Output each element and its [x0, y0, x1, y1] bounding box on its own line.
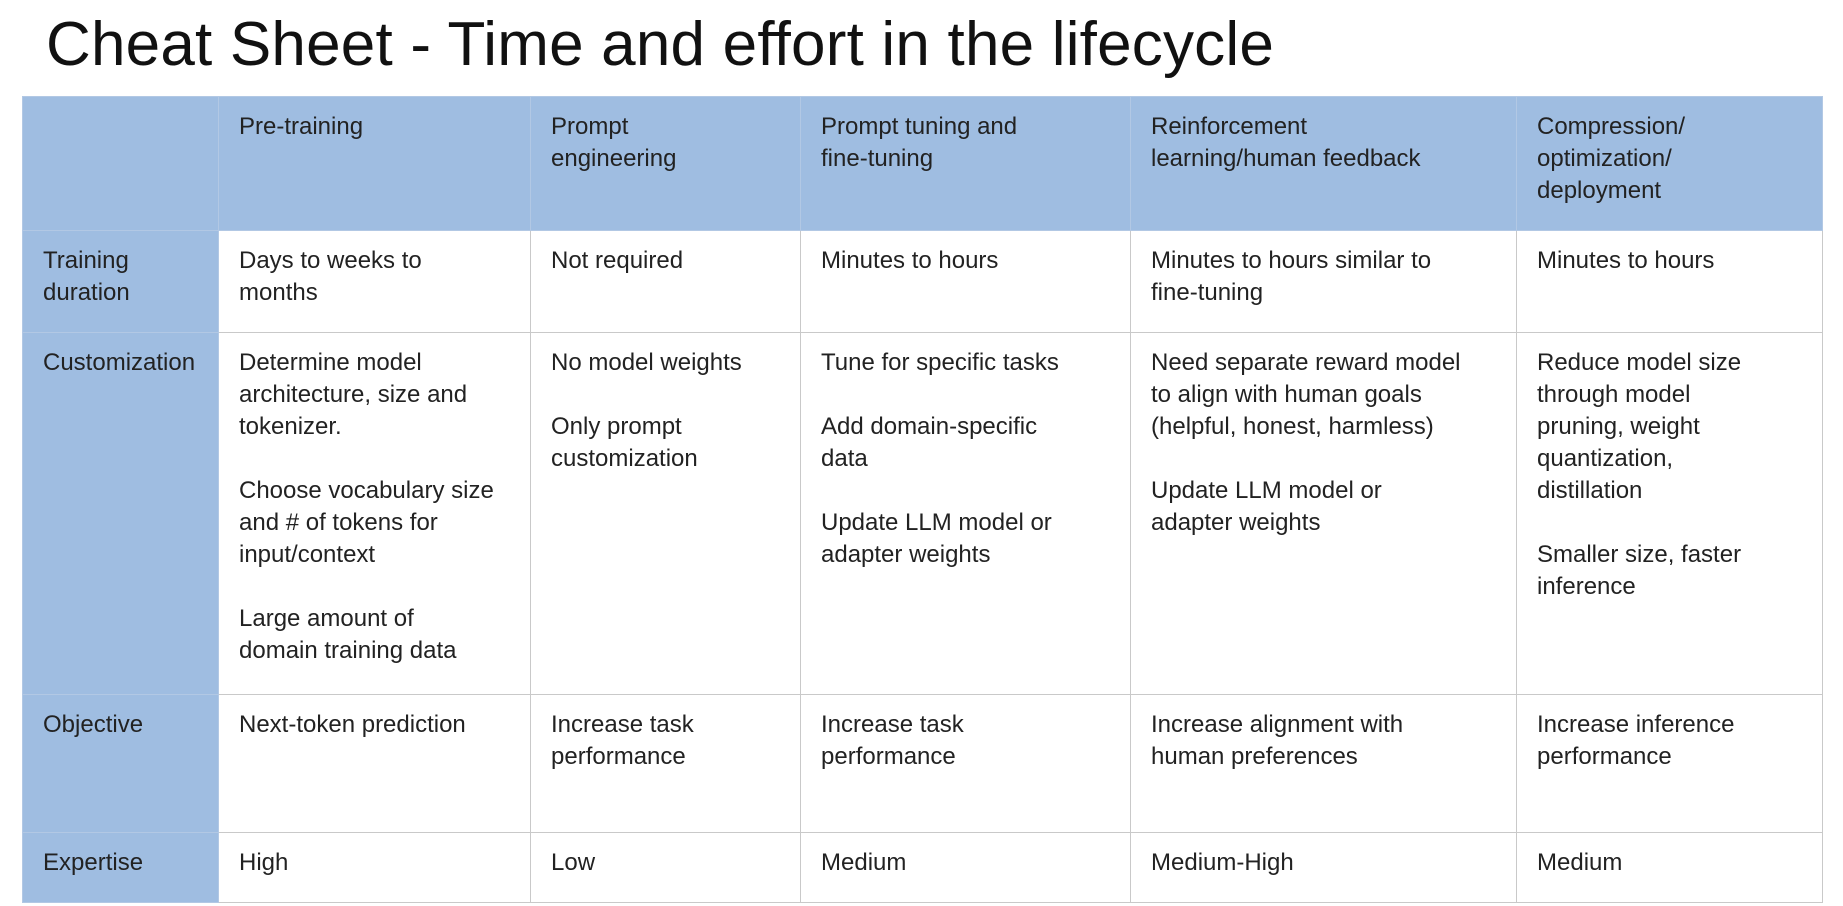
- cell-paragraph: No model weights: [551, 349, 742, 376]
- table-cell: Medium-High: [1130, 832, 1517, 903]
- cell-paragraph: Determine model architecture, size and t…: [239, 349, 468, 440]
- table-cell: Increase task performance: [800, 694, 1131, 833]
- table-cell: Days to weeks to months: [218, 230, 531, 333]
- cell-paragraph: Need separate reward model to align with…: [1151, 349, 1461, 440]
- cell-paragraph: Only prompt customization: [551, 413, 698, 472]
- cell-paragraph: Update LLM model or adapter weights: [1151, 477, 1382, 536]
- table-cell: Increase alignment with human preference…: [1130, 694, 1517, 833]
- header-cell-empty: [22, 96, 219, 231]
- table-cell: No model weights Only prompt customizati…: [530, 332, 801, 695]
- table-cell: Next-token prediction: [218, 694, 531, 833]
- header-cell-rlhf: Reinforcement learning/human feedback: [1130, 96, 1517, 231]
- table-cell: Minutes to hours: [800, 230, 1131, 333]
- cell-paragraph: Choose vocabulary size and # of tokens f…: [239, 477, 494, 568]
- page-title: Cheat Sheet - Time and effort in the lif…: [46, 10, 1275, 79]
- row-label-customization: Customization: [22, 332, 219, 695]
- cell-paragraph: Reduce model size through model pruning,…: [1537, 349, 1742, 504]
- row-label-objective: Objective: [22, 694, 219, 833]
- table-cell: Low: [530, 832, 801, 903]
- table-cell: Medium: [1516, 832, 1823, 903]
- cell-paragraph: Tune for specific tasks: [821, 349, 1059, 376]
- header-cell-pre-training: Pre-training: [218, 96, 531, 231]
- row-label-expertise: Expertise: [22, 832, 219, 903]
- table-cell: Increase inference performance: [1516, 694, 1823, 833]
- table-cell: Medium: [800, 832, 1131, 903]
- cell-paragraph: Add domain-specific data: [821, 413, 1038, 472]
- header-cell-prompt-engineering: Prompt engineering: [530, 96, 801, 231]
- table-row-training-duration: Training duration Days to weeks to month…: [22, 230, 1823, 333]
- header-cell-compression: Compression/ optimization/ deployment: [1516, 96, 1823, 231]
- table-header-row: Pre-training Prompt engineering Prompt t…: [22, 96, 1823, 231]
- table-row-customization: Customization Determine model architectu…: [22, 332, 1823, 695]
- cell-paragraph: Large amount of domain training data: [239, 605, 457, 664]
- row-label-training-duration: Training duration: [22, 230, 219, 333]
- lifecycle-cheat-sheet-table: Pre-training Prompt engineering Prompt t…: [22, 96, 1823, 903]
- cell-paragraph: Smaller size, faster inference: [1537, 541, 1742, 600]
- table-cell: Determine model architecture, size and t…: [218, 332, 531, 695]
- table-cell: Minutes to hours: [1516, 230, 1823, 333]
- table-cell: Need separate reward model to align with…: [1130, 332, 1517, 695]
- table-row-objective: Objective Next-token prediction Increase…: [22, 694, 1823, 833]
- cell-paragraph: Update LLM model or adapter weights: [821, 509, 1052, 568]
- table-cell: Increase task performance: [530, 694, 801, 833]
- table-cell: Minutes to hours similar to fine-tuning: [1130, 230, 1517, 333]
- table-cell: Tune for specific tasks Add domain-speci…: [800, 332, 1131, 695]
- table-row-expertise: Expertise High Low Medium Medium-High Me…: [22, 832, 1823, 903]
- table-cell: High: [218, 832, 531, 903]
- table-cell: Reduce model size through model pruning,…: [1516, 332, 1823, 695]
- table-cell: Not required: [530, 230, 801, 333]
- header-cell-prompt-tuning: Prompt tuning and fine-tuning: [800, 96, 1131, 231]
